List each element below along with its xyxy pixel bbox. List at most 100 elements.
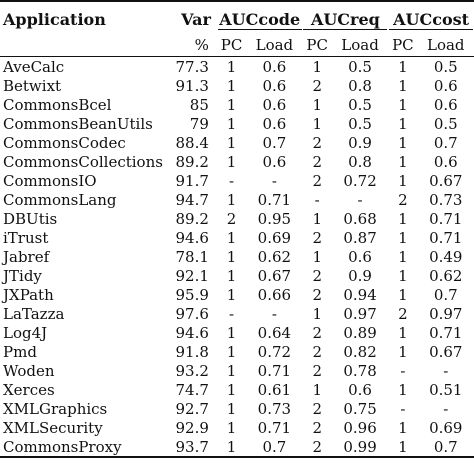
cell-auccode-load: 0.64: [257, 323, 292, 342]
header-app-blank: [0, 34, 169, 57]
cell-aucreq-load: 0.97: [343, 304, 377, 323]
cell-var: 94.6: [175, 323, 209, 342]
cell-auccost-load: 0.51: [429, 380, 463, 399]
cell-auccost-pc: 2: [398, 190, 408, 209]
cell-auccost-load: 0.6: [433, 76, 458, 95]
cell-auccode-pc: 1: [226, 95, 237, 114]
cell-aucreq-load: 0.82: [343, 342, 377, 361]
cell-aucreq-load: 0.78: [343, 361, 377, 380]
cell-var: 93.2: [175, 361, 209, 380]
table-row: iTrust 94.6 1 0.69 2 0.87 1 0.71: [0, 228, 474, 247]
cell-auccode-load: 0.61: [257, 380, 292, 399]
cell-auccost-pc: 1: [398, 133, 408, 152]
cell-auccost-pc: -: [400, 361, 406, 380]
cell-auccost-pc: 1: [398, 380, 408, 399]
cell-var: 91.3: [175, 76, 209, 95]
cell-auccost-load: 0.5: [433, 114, 458, 133]
table-row: CommonsLang 94.7 1 0.71 - - 2 0.73: [0, 190, 474, 209]
cell-auccost-pc: 1: [398, 228, 408, 247]
cell-auccode-pc: 1: [226, 437, 237, 456]
table-row: LaTazza 97.6 - - 1 0.97 2 0.97: [0, 304, 474, 323]
cell-auccode-load: 0.6: [262, 152, 287, 171]
cell-var: 74.7: [175, 380, 209, 399]
cell-auccode-pc: 1: [226, 76, 237, 95]
cell-auccode-pc: 1: [226, 247, 237, 266]
cell-application: iTrust: [3, 228, 49, 247]
subheader-load: Load: [255, 36, 294, 54]
header-auccode: AUCcode: [217, 1, 303, 34]
cell-aucreq-pc: 2: [312, 323, 322, 342]
cell-application: CommonsCollections: [3, 152, 163, 171]
cell-application: CommonsCodec: [3, 133, 126, 152]
cell-auccode-load: 0.95: [257, 209, 292, 228]
header-aucreq: AUCreq: [303, 1, 389, 34]
cell-auccode-load: 0.6: [246, 56, 303, 76]
cell-auccode-pc: 1: [226, 114, 237, 133]
cell-aucreq-load: 0.8: [348, 152, 372, 171]
cell-auccost-pc: 1: [388, 56, 418, 76]
table-row: AveCalc 77.3 1 0.6 1 0.5 1 0.5: [0, 56, 474, 76]
cell-application: CommonsProxy: [3, 437, 122, 456]
cell-aucreq-load: -: [357, 190, 363, 209]
cell-auccode-pc: 1: [226, 285, 237, 304]
cell-auccode-pc: 1: [226, 228, 237, 247]
cell-aucreq-load: 0.6: [348, 380, 372, 399]
cell-aucreq-load: 0.89: [343, 323, 377, 342]
cell-aucreq-pc: 2: [312, 361, 322, 380]
cell-auccode-pc: -: [229, 304, 235, 323]
cell-aucreq-load: 0.6: [348, 247, 372, 266]
cell-aucreq-pc: 2: [312, 76, 322, 95]
cell-auccost-load: 0.7: [433, 285, 458, 304]
cell-application: Xerces: [3, 380, 55, 399]
cell-auccode-load: 0.66: [257, 285, 292, 304]
cell-auccode-load: 0.71: [257, 190, 292, 209]
cell-application: Jabref: [3, 247, 50, 266]
cell-var: 92.1: [175, 266, 209, 285]
cell-auccost-load: 0.6: [433, 95, 458, 114]
cell-var: 94.6: [175, 228, 209, 247]
cell-auccost-pc: 1: [398, 209, 408, 228]
header-var-unit: %: [194, 36, 209, 54]
table-row: DBUtis 89.2 2 0.95 1 0.68 1 0.71: [0, 209, 474, 228]
cell-aucreq-pc: 2: [312, 437, 322, 456]
cell-application: CommonsBcel: [3, 95, 112, 114]
cell-auccode-load: 0.73: [257, 399, 292, 418]
table-row: CommonsCollections 89.2 1 0.6 2 0.8 1 0.6: [0, 152, 474, 171]
cell-auccost-load: 0.71: [429, 323, 463, 342]
cell-aucreq-load: 0.94: [343, 285, 377, 304]
cell-auccost-pc: 1: [398, 323, 408, 342]
cell-auccode-load: 0.62: [257, 247, 292, 266]
cell-aucreq-load: 0.8: [348, 76, 372, 95]
cell-auccost-load: 0.7: [433, 437, 458, 456]
cell-application: Betwixt: [3, 76, 62, 95]
cell-aucreq-load: 0.96: [343, 418, 377, 437]
cell-aucreq-load: 0.99: [343, 437, 377, 456]
table-body: AveCalc 77.3 1 0.6 1 0.5 1 0.5 Betwixt 91.3 1 0.6 2 0…: [0, 56, 474, 457]
cell-aucreq-load: 0.75: [343, 399, 377, 418]
cell-auccode-pc: 1: [226, 133, 237, 152]
cell-auccode-load: 0.7: [262, 437, 287, 456]
cell-auccost-pc: 1: [398, 171, 408, 190]
cell-var: 79: [189, 114, 209, 133]
cell-auccode-pc: 1: [226, 380, 237, 399]
table-row: Log4J 94.6 1 0.64 2 0.89 1 0.71: [0, 323, 474, 342]
cell-application: CommonsIO: [3, 171, 97, 190]
cell-aucreq-pc: 2: [312, 285, 322, 304]
cell-application: LaTazza: [3, 304, 65, 323]
cell-auccost-load: 0.5: [417, 56, 474, 76]
cell-auccode-pc: 1: [226, 152, 237, 171]
cell-application: Woden: [3, 361, 55, 380]
table-row: CommonsIO 91.7 - - 2 0.72 1 0.67: [0, 171, 474, 190]
cell-aucreq-load: 0.5: [348, 95, 372, 114]
header-var: Var: [181, 10, 211, 29]
table-row: Xerces 74.7 1 0.61 1 0.6 1 0.51: [0, 380, 474, 399]
cell-var: 97.6: [175, 304, 209, 323]
cell-aucreq-pc: -: [314, 190, 320, 209]
cell-application: Log4J: [3, 323, 48, 342]
cell-auccode-load: 0.71: [257, 418, 292, 437]
cell-auccost-load: 0.62: [429, 266, 463, 285]
cell-auccode-load: -: [271, 304, 277, 323]
cell-aucreq-pc: 2: [312, 228, 322, 247]
